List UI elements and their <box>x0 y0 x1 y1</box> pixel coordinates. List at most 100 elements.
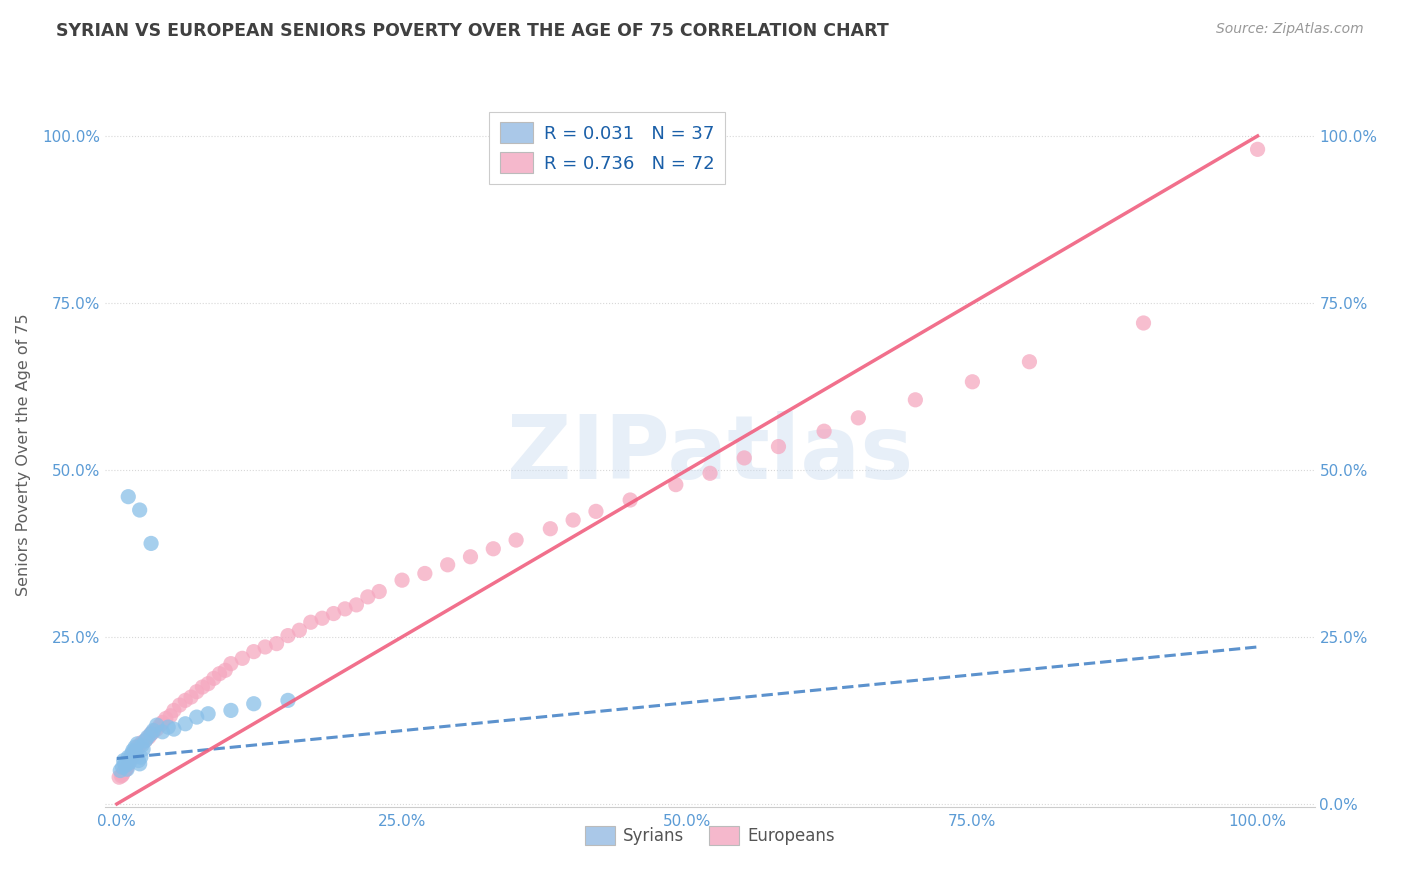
Point <box>322 607 344 621</box>
Point <box>813 424 835 438</box>
Point <box>562 513 585 527</box>
Point <box>128 503 150 517</box>
Point <box>121 747 143 761</box>
Point <box>202 671 225 685</box>
Text: ZIPatlas: ZIPatlas <box>508 411 912 499</box>
Point <box>197 676 219 690</box>
Point <box>125 748 148 763</box>
Point <box>174 716 197 731</box>
Point <box>665 477 688 491</box>
Point <box>139 727 162 741</box>
Point <box>120 751 142 765</box>
Point <box>115 762 138 776</box>
Point <box>219 657 242 671</box>
Point <box>619 493 641 508</box>
Point <box>157 720 180 734</box>
Text: Source: ZipAtlas.com: Source: ZipAtlas.com <box>1216 22 1364 37</box>
Point <box>538 522 561 536</box>
Point <box>139 727 162 741</box>
Point <box>149 718 172 732</box>
Point <box>505 533 527 547</box>
Point <box>114 764 136 778</box>
Point <box>231 651 253 665</box>
Point <box>117 756 139 771</box>
Point <box>391 573 413 587</box>
Point <box>266 637 288 651</box>
Point <box>110 769 132 783</box>
Point <box>127 737 149 751</box>
Point <box>357 590 380 604</box>
Point <box>288 624 311 638</box>
Point <box>1132 316 1154 330</box>
Point <box>131 735 153 749</box>
Point <box>163 722 186 736</box>
Point <box>139 536 162 550</box>
Point <box>127 740 149 755</box>
Text: SYRIAN VS EUROPEAN SENIORS POVERTY OVER THE AGE OF 75 CORRELATION CHART: SYRIAN VS EUROPEAN SENIORS POVERTY OVER … <box>56 22 889 40</box>
Point <box>186 710 208 724</box>
Point <box>277 629 299 643</box>
Point <box>208 666 231 681</box>
Point <box>121 748 143 763</box>
Point <box>242 697 264 711</box>
Point <box>333 602 356 616</box>
Point <box>122 747 145 761</box>
Legend: Syrians, Europeans: Syrians, Europeans <box>578 819 842 852</box>
Point <box>368 584 391 599</box>
Point <box>138 730 160 744</box>
Point <box>146 718 169 732</box>
Point <box>219 703 242 717</box>
Point <box>118 754 141 768</box>
Point <box>152 724 174 739</box>
Point <box>1246 142 1268 156</box>
Y-axis label: Seniors Poverty Over the Age of 75: Seniors Poverty Over the Age of 75 <box>17 314 31 596</box>
Point <box>163 703 186 717</box>
Point <box>299 615 322 630</box>
Point <box>846 410 869 425</box>
Point <box>117 750 139 764</box>
Point <box>131 738 153 752</box>
Point <box>159 708 181 723</box>
Point <box>186 684 208 698</box>
Point <box>125 743 148 757</box>
Point <box>699 467 721 481</box>
Point <box>146 722 169 736</box>
Point <box>904 392 927 407</box>
Point <box>460 549 482 564</box>
Point <box>124 740 146 755</box>
Point <box>122 745 145 759</box>
Point <box>108 770 131 784</box>
Point <box>311 611 333 625</box>
Point <box>136 730 159 744</box>
Point <box>169 698 191 712</box>
Point <box>128 756 150 771</box>
Point <box>344 598 367 612</box>
Point <box>197 706 219 721</box>
Point <box>1018 355 1040 369</box>
Point <box>121 743 143 757</box>
Point <box>117 490 139 504</box>
Point <box>124 745 146 759</box>
Point <box>482 541 505 556</box>
Point <box>129 750 152 764</box>
Point <box>112 754 135 768</box>
Point <box>132 742 155 756</box>
Point <box>254 640 277 654</box>
Point <box>111 767 134 781</box>
Point <box>180 690 202 704</box>
Point <box>121 750 143 764</box>
Point <box>128 754 150 768</box>
Point <box>733 450 755 465</box>
Point <box>134 733 156 747</box>
Point <box>120 751 142 765</box>
Point <box>413 566 436 581</box>
Point <box>152 715 174 730</box>
Point <box>191 680 214 694</box>
Point <box>134 733 156 747</box>
Point <box>118 756 141 770</box>
Point <box>436 558 458 572</box>
Point <box>174 693 197 707</box>
Point <box>155 711 177 725</box>
Point <box>111 760 134 774</box>
Point <box>142 724 165 739</box>
